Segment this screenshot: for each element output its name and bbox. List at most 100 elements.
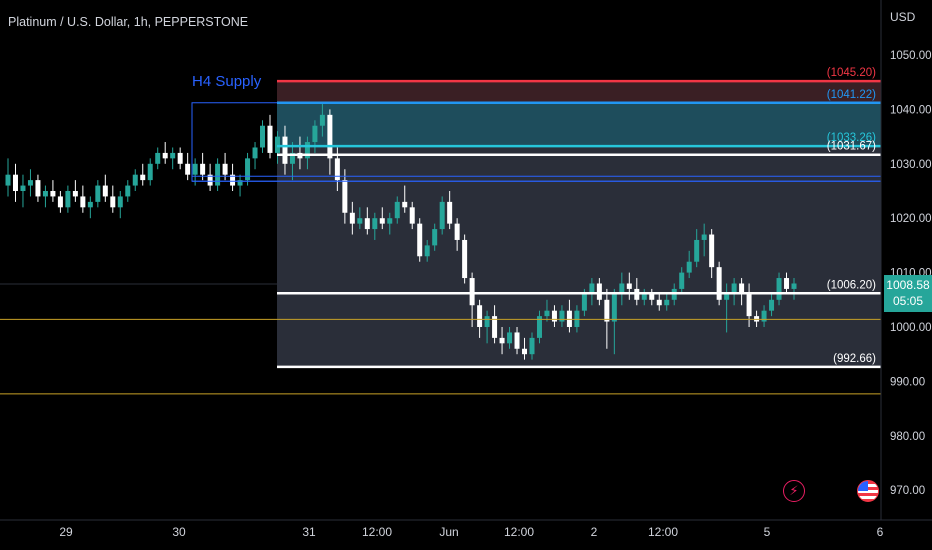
candle-body bbox=[245, 158, 251, 181]
candle-body bbox=[185, 163, 191, 175]
time-tick-label: 6 bbox=[877, 525, 884, 539]
candle-body bbox=[454, 223, 460, 240]
candle-body bbox=[611, 294, 617, 322]
price-tick-label: 980.00 bbox=[890, 431, 925, 443]
candle-body bbox=[664, 299, 670, 306]
candle-body bbox=[776, 278, 782, 300]
candle-body bbox=[432, 229, 438, 246]
candle-body bbox=[72, 191, 78, 197]
chart-title: Platinum / U.S. Dollar, 1h, PEPPERSTONE bbox=[8, 15, 249, 29]
candle-body bbox=[447, 201, 453, 224]
candle-body bbox=[731, 283, 737, 295]
candle-body bbox=[327, 114, 333, 159]
candle-body bbox=[791, 283, 797, 289]
time-axis[interactable]: 29 30 31 12:00 Jun 12:00 2 12:00 5 6 bbox=[0, 519, 932, 539]
candle-body bbox=[544, 310, 550, 317]
candle-body bbox=[769, 299, 775, 311]
zones-layer bbox=[191, 81, 882, 367]
candle-body bbox=[492, 316, 498, 338]
levels-layer: (1045.20) (1041.22) (1033.26)(1031.67) (100… bbox=[0, 67, 881, 395]
candle-body bbox=[566, 310, 572, 327]
candle-body bbox=[65, 191, 71, 208]
candle-body bbox=[484, 316, 490, 327]
candle-body bbox=[402, 201, 408, 208]
price-tick-label: 1030.00 bbox=[890, 159, 932, 171]
candle-body bbox=[349, 212, 355, 224]
candle-body bbox=[215, 163, 221, 186]
lightning-icon[interactable]: ⚡ bbox=[783, 480, 805, 502]
candle-body bbox=[589, 283, 595, 295]
level-label: (1006.20) bbox=[827, 279, 876, 291]
candle-body bbox=[439, 201, 445, 230]
candle-body bbox=[260, 125, 266, 148]
candle-body bbox=[604, 299, 610, 322]
time-tick-label: 12:00 bbox=[362, 525, 392, 539]
price-tick-label: 1050.00 bbox=[890, 50, 932, 62]
candle-body bbox=[342, 180, 348, 213]
candle-body bbox=[626, 283, 632, 289]
candle-body bbox=[200, 163, 206, 175]
candle-body bbox=[357, 218, 363, 224]
candle-body bbox=[162, 152, 168, 159]
level-label: (1041.22) bbox=[827, 89, 876, 101]
us-flag-icon[interactable] bbox=[857, 480, 879, 502]
supply-zone-fill bbox=[277, 102, 881, 147]
candle-body bbox=[5, 174, 11, 186]
candle-body bbox=[559, 310, 565, 322]
candle-body bbox=[409, 207, 415, 224]
candle-body bbox=[267, 125, 273, 153]
price-tick-label: 1040.00 bbox=[890, 104, 932, 116]
level-label: (1033.26) bbox=[827, 132, 876, 144]
candle-body bbox=[694, 239, 700, 262]
candle-body bbox=[27, 180, 33, 186]
candle-body bbox=[155, 152, 161, 164]
candles-layer bbox=[5, 103, 797, 360]
candle-body bbox=[125, 185, 131, 197]
candle-body bbox=[739, 283, 745, 295]
candle-body bbox=[724, 294, 730, 300]
candle-body bbox=[312, 125, 318, 143]
candle-body bbox=[102, 185, 108, 197]
price-tick-label: 1020.00 bbox=[890, 213, 932, 225]
price-tick-label: 990.00 bbox=[890, 376, 925, 388]
level-label: (1045.20) bbox=[827, 67, 876, 79]
candle-body bbox=[319, 114, 325, 126]
time-tick-label: 30 bbox=[172, 525, 186, 539]
countdown-value: 05:05 bbox=[892, 294, 924, 308]
supply-top-band bbox=[277, 81, 881, 103]
candle-body bbox=[716, 267, 722, 300]
price-axis[interactable]: 1050.001040.001030.001020.001010.001000.… bbox=[880, 0, 932, 520]
candle-body bbox=[20, 185, 26, 191]
currency-label: USD bbox=[890, 10, 916, 24]
candle-body bbox=[237, 180, 243, 186]
time-tick-label: 29 bbox=[59, 525, 73, 539]
candle-body bbox=[761, 310, 767, 322]
candle-body bbox=[364, 218, 370, 230]
time-tick-label: Jun bbox=[439, 525, 458, 539]
candle-body bbox=[499, 337, 505, 344]
candle-body bbox=[424, 245, 430, 257]
level-label: (992.66) bbox=[833, 353, 876, 365]
candle-body bbox=[252, 147, 258, 159]
candle-body bbox=[87, 201, 93, 208]
candle-body bbox=[581, 294, 587, 311]
last-price-badge[interactable]: 1008.58 05:05 bbox=[884, 275, 932, 312]
candle-body bbox=[462, 239, 468, 279]
candle-body bbox=[507, 332, 513, 344]
supply-label: H4 Supply bbox=[192, 73, 262, 90]
candle-body bbox=[110, 196, 116, 208]
last-price-value: 1008.58 bbox=[886, 278, 930, 292]
time-tick-label: 5 bbox=[764, 525, 771, 539]
time-tick-label: 12:00 bbox=[504, 525, 534, 539]
candle-body bbox=[57, 196, 63, 208]
candle-body bbox=[12, 174, 18, 191]
candle-body bbox=[334, 158, 340, 181]
candle-body bbox=[709, 234, 715, 268]
candle-body bbox=[147, 163, 153, 181]
time-tick-label: 31 bbox=[302, 525, 316, 539]
candle-body bbox=[140, 174, 146, 181]
candle-body bbox=[35, 180, 41, 197]
candle-body bbox=[170, 152, 176, 159]
candle-body bbox=[372, 218, 378, 230]
